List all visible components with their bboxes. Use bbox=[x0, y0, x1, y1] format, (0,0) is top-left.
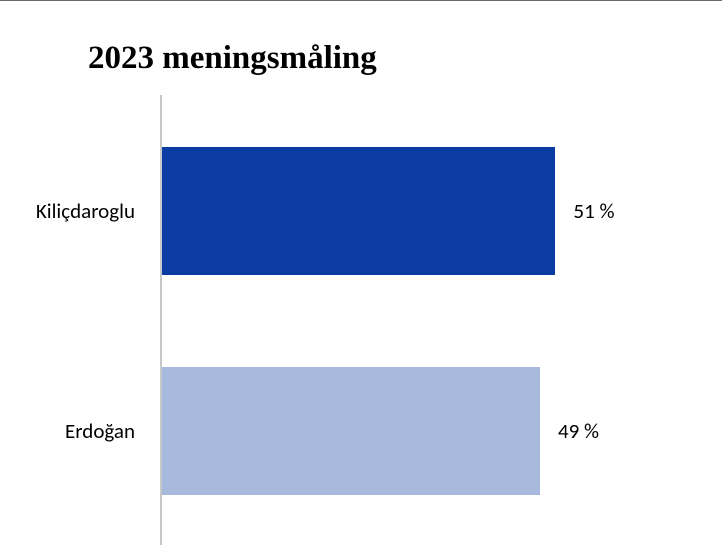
top-border-line bbox=[0, 0, 722, 1]
value-label-1: 49 % bbox=[558, 418, 599, 444]
chart-container: 2023 meningsmåling Kiliçdaroglu 51 % Erd… bbox=[0, 0, 722, 548]
chart-title: 2023 meningsmåling bbox=[88, 40, 377, 77]
bar-0 bbox=[162, 147, 555, 275]
bar-1 bbox=[162, 367, 540, 495]
category-label-1: Erdoğan bbox=[65, 418, 135, 444]
value-label-0: 51 % bbox=[573, 198, 614, 224]
category-label-0: Kiliçdaroglu bbox=[36, 198, 135, 224]
